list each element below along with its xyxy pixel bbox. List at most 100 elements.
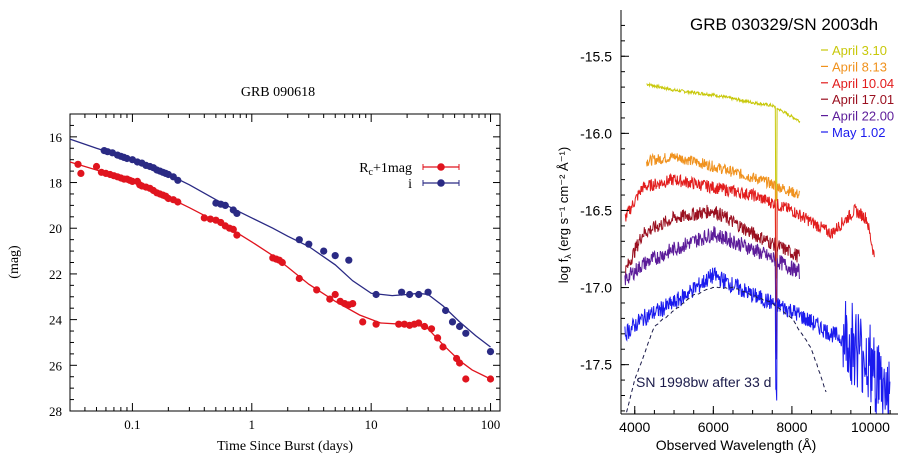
data-point [456,322,464,331]
data-point [305,240,313,248]
data-point [326,295,334,303]
light-curve-chart: GRB 090618 16 18 20 22 24 26 28 0.1 1 10 100 Time… [7,85,501,454]
legend-label: May 1.02 [832,125,885,140]
data-point [406,290,414,299]
spectrum-chart: GRB 030329/SN 2003dh -15.5 -16.0 -16.5 -17.… [556,10,898,453]
data-point [442,306,450,315]
spectrum-april-3-10 [646,82,801,202]
y-tick-label: 16 [49,130,63,145]
data-point [395,320,403,328]
y-tick-label: 28 [49,404,62,419]
x-axis-ticks: 4000 6000 8000 10000 [619,406,891,435]
data-point [462,375,470,383]
data-point [398,288,406,296]
spectrum-april-8-13 [646,152,801,280]
y-axis-ticks: -15.5 -16.0 -16.5 -17.0 -17.5 [580,24,629,412]
legend-label: April 8.13 [832,59,887,74]
y-axis-ticks: 16 18 20 22 24 26 28 [49,113,500,419]
x-axis-ticks: 0.1 1 10 100 [69,114,501,432]
legend-label: i [408,177,412,192]
data-point [456,359,464,367]
y-tick-label: -16.0 [580,125,612,141]
data-point [345,256,353,264]
x-tick-label: 10 [365,417,378,432]
data-point [206,215,214,223]
data-point [349,300,357,308]
data-point [295,236,303,244]
x-tick-label: 1 [249,417,256,432]
data-point [415,319,423,327]
data-point [359,318,367,326]
data-point [486,348,495,356]
legend-marker [437,163,445,171]
x-tick-label: 8000 [776,419,807,435]
data-point [448,318,457,326]
data-point [128,177,136,185]
x-tick-label: 6000 [698,419,729,435]
chart-title: GRB 090618 [241,85,315,100]
data-point [331,290,339,299]
data-point [233,231,241,239]
x-tick-label: 100 [481,417,501,432]
y-tick-label: -16.5 [580,202,612,218]
data-point [427,325,436,333]
data-point [313,286,321,294]
data-point [372,320,380,328]
model-curve-i [69,138,491,348]
spectrum-april-22-00 [624,226,800,360]
data-point [320,247,328,255]
spectrum-sn-1998bw-after-33-d [625,286,827,414]
legend-label: April 3.10 [832,43,887,58]
model-curve-rc1mag [69,161,491,380]
y-tick-label: 22 [49,267,62,282]
y-tick-label: 18 [49,176,62,191]
data-point [200,214,208,222]
spectrum-april-10-04 [624,172,875,303]
data-point [331,252,339,260]
data-point [421,322,429,331]
data-point [233,209,241,217]
data-point [295,274,303,283]
data-point [174,198,182,206]
data-point [372,290,380,299]
spectrum-may-1-02 [624,267,891,414]
spectrum-april-17-01 [624,204,800,340]
y-tick-label: 24 [49,313,63,328]
legend-label: Rc+1mag [359,161,412,178]
data-point [77,169,85,177]
data-point [174,176,182,184]
legend-label: April 10.04 [832,76,894,91]
data-point [439,343,447,351]
y-axis-label: log fλ(erg s⁻¹ cm⁻² Å⁻¹) [556,147,573,283]
legend-label: April 17.01 [832,92,894,107]
data-point [424,288,432,296]
y-tick-label: -17.0 [580,280,612,296]
data-point [415,290,423,299]
x-tick-label: 0.1 [124,417,140,432]
data-point [229,225,237,233]
data-point [462,329,470,337]
legend-label: April 22.00 [832,109,894,124]
data-point [434,334,442,342]
y-tick-label: -17.5 [580,357,612,373]
y-tick-label: 20 [49,221,62,236]
data-points [74,147,495,383]
x-axis-label: Observed Wavelength (Å) [656,437,817,453]
y-tick-label: 26 [49,358,63,373]
data-point [486,375,495,383]
legend-marker [437,179,445,187]
x-axis-label: Time Since Burst (days) [217,439,353,454]
x-tick-label: 10000 [851,419,890,435]
x-tick-label: 4000 [619,419,650,435]
spectra [624,82,891,414]
data-point [221,201,229,209]
data-point [74,160,82,168]
y-axis-label: (mag) [7,245,22,279]
data-point [278,258,286,267]
chart-title: GRB 030329/SN 2003dh [690,15,878,34]
y-tick-label: -15.5 [580,48,612,64]
annotation-sn1998bw: SN 1998bw after 33 d [636,374,771,390]
